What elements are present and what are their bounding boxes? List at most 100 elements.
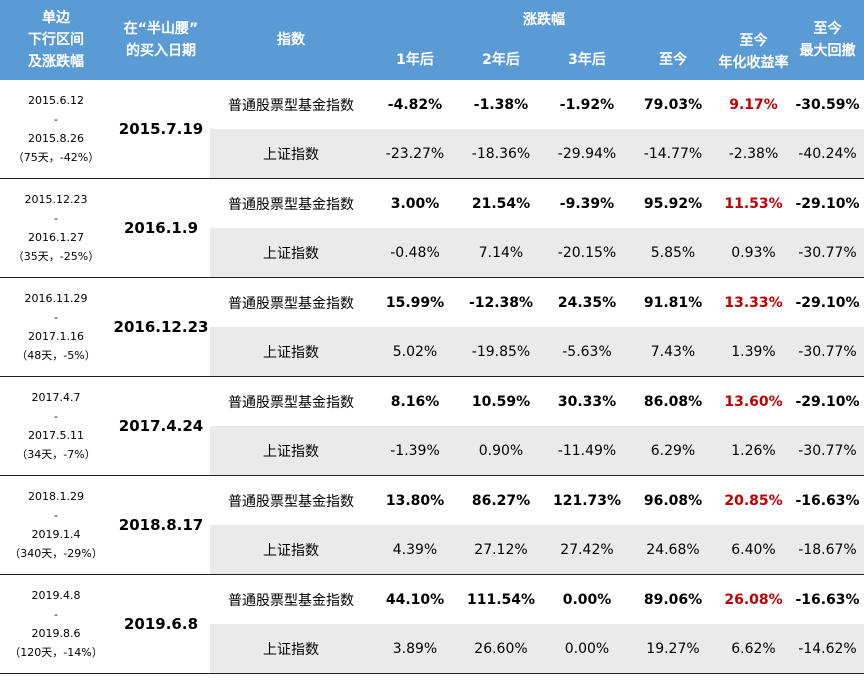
index-change-cell: -1.39% (372, 426, 458, 476)
header-annual: 至今 年化收益率 (716, 0, 791, 80)
fund-change-cell: -9.39% (559, 195, 615, 212)
index-change-cell: -20.15% (544, 228, 630, 278)
fund-name-cell: 普通股票型基金指数 (228, 493, 354, 510)
index-name-cell: 上证指数 (210, 624, 372, 674)
index-name-cell: 上证指数 (210, 327, 372, 377)
header-2y: 2年后 (458, 40, 544, 80)
period-cell: 2017.4.7-2017.5.11 （34天，-7%） (0, 376, 112, 476)
buy-date-cell: 2018.8.17 (112, 475, 210, 575)
index-change-cell: -14.77% (630, 129, 716, 179)
fund-change-cell: 86.08% (643, 393, 703, 410)
fund-change-cell: 44.10% (385, 591, 445, 608)
index-drawdown-cell: -18.67% (791, 525, 864, 575)
index-drawdown-cell: -30.77% (791, 327, 864, 377)
index-change-cell: 6.29% (630, 426, 716, 476)
index-annual-cell: -2.38% (716, 129, 791, 179)
index-change-cell: 5.02% (372, 327, 458, 377)
table-row: 上证指数 -1.39% 0.90% -11.49% 6.29% 1.26% -30.77% (0, 426, 864, 476)
fund-drawdown-cell: -29.10% (795, 195, 860, 212)
fund-change-cell: 21.54% (471, 195, 531, 212)
fund-change-cell: -12.38% (468, 294, 534, 311)
index-annual-cell: 1.39% (716, 327, 791, 377)
fund-change-cell: 30.33% (557, 393, 617, 410)
fund-change-cell: 89.06% (643, 591, 703, 608)
buy-date-cell: 2016.12.23 (112, 277, 210, 377)
header-buy-date: 在“半山腰” 的买入日期 (112, 0, 210, 80)
index-change-cell: -23.27% (372, 129, 458, 179)
index-change-cell: -29.94% (544, 129, 630, 179)
fund-change-cell: 121.73% (552, 492, 622, 509)
index-change-cell: 19.27% (630, 624, 716, 674)
header-drawdown: 至今 最大回撤 (791, 0, 864, 80)
index-change-cell: -11.49% (544, 426, 630, 476)
table-row: 上证指数 -23.27% -18.36% -29.94% -14.77% -2.38% -4… (0, 129, 864, 179)
fund-change-cell: -1.92% (559, 96, 615, 113)
index-change-cell: 27.42% (544, 525, 630, 575)
index-annual-cell: 0.93% (716, 228, 791, 278)
period-cell: 2018.1.29-2019.1.4 （340天，-29%） (0, 475, 112, 575)
table-row: 2016.11.29-2017.1.16 （48天，-5%） 2016.12.23 普… (0, 277, 864, 377)
index-change-cell: 27.12% (458, 525, 544, 575)
fund-name-cell: 普通股票型基金指数 (228, 196, 354, 213)
header-to-date: 至今 (630, 40, 716, 80)
fund-change-cell: 79.03% (643, 96, 703, 113)
table-row: 上证指数 4.39% 27.12% 27.42% 24.68% 6.40% -18.67% (0, 525, 864, 575)
fund-change-cell: 91.81% (643, 294, 703, 311)
index-change-cell: 7.43% (630, 327, 716, 377)
index-name-cell: 上证指数 (210, 129, 372, 179)
index-name-cell: 上证指数 (210, 426, 372, 476)
fund-change-cell: 111.54% (466, 591, 536, 608)
fund-drawdown-cell: -16.63% (795, 591, 860, 608)
period-cell: 2019.4.8-2019.8.6 （120天，-14%） (0, 574, 112, 674)
index-change-cell: 26.60% (458, 624, 544, 674)
table-row: 2019.4.8-2019.8.6 （120天，-14%） 2019.6.8 普通股票… (0, 574, 864, 674)
index-change-cell: 4.39% (372, 525, 458, 575)
index-drawdown-cell: -30.77% (791, 228, 864, 278)
period-cell: 2015.6.12-2015.8.26 （75天，-42%） (0, 80, 112, 179)
fund-annual-cell: 9.17% (729, 96, 778, 113)
table-row: 上证指数 3.89% 26.60% 0.00% 19.27% 6.62% -14.62% (0, 624, 864, 674)
index-change-cell: -5.63% (544, 327, 630, 377)
table-row: 2017.4.7-2017.5.11 （34天，-7%） 2017.4.24 普通股票… (0, 376, 864, 476)
fund-change-cell: 10.59% (471, 393, 531, 410)
fund-change-cell: 15.99% (385, 294, 445, 311)
index-change-cell: 0.00% (544, 624, 630, 674)
buy-date-cell: 2019.6.8 (112, 574, 210, 674)
index-annual-cell: 6.40% (716, 525, 791, 575)
index-change-cell: 0.90% (458, 426, 544, 476)
index-name-cell: 上证指数 (210, 525, 372, 575)
index-drawdown-cell: -14.62% (791, 624, 864, 674)
header-change-group: 涨跌幅 (372, 0, 716, 40)
table-row: 2015.12.23-2016.1.27 （35天，-25%） 2016.1.9 普通… (0, 178, 864, 278)
index-drawdown-cell: -30.77% (791, 426, 864, 476)
index-name-cell: 上证指数 (210, 228, 372, 278)
period-cell: 2016.11.29-2017.1.16 （48天，-5%） (0, 277, 112, 377)
fund-name-cell: 普通股票型基金指数 (228, 592, 354, 609)
fund-change-cell: 86.27% (471, 492, 531, 509)
buy-date-cell: 2017.4.24 (112, 376, 210, 476)
table-row: 2018.1.29-2019.1.4 （340天，-29%） 2018.8.17 普通… (0, 475, 864, 575)
fund-change-cell: 0.00% (562, 591, 612, 608)
fund-change-cell: 24.35% (557, 294, 617, 311)
fund-change-cell: 8.16% (390, 393, 440, 410)
index-change-cell: 5.85% (630, 228, 716, 278)
fund-change-cell: 13.80% (385, 492, 445, 509)
fund-drawdown-cell: -30.59% (795, 96, 860, 113)
fund-drawdown-cell: -29.10% (795, 393, 860, 410)
index-drawdown-cell: -40.24% (791, 129, 864, 179)
index-change-cell: -19.85% (458, 327, 544, 377)
fund-annual-cell: 20.85% (724, 492, 783, 509)
period-cell: 2015.12.23-2016.1.27 （35天，-25%） (0, 178, 112, 278)
index-change-cell: 3.89% (372, 624, 458, 674)
fund-name-cell: 普通股票型基金指数 (228, 97, 354, 114)
buy-date-cell: 2016.1.9 (112, 178, 210, 278)
table-row: 2015.6.12-2015.8.26 （75天，-42%） 2015.7.19 普通… (0, 80, 864, 179)
fund-drawdown-cell: -29.10% (795, 294, 860, 311)
header-1y: 1年后 (372, 40, 458, 80)
header-index: 指数 (210, 0, 372, 80)
fund-annual-cell: 26.08% (724, 591, 783, 608)
fund-change-cell: -4.82% (387, 96, 443, 113)
index-annual-cell: 6.62% (716, 624, 791, 674)
fund-drawdown-cell: -16.63% (795, 492, 860, 509)
table-row: 上证指数 5.02% -19.85% -5.63% 7.43% 1.39% -30.77% (0, 327, 864, 377)
